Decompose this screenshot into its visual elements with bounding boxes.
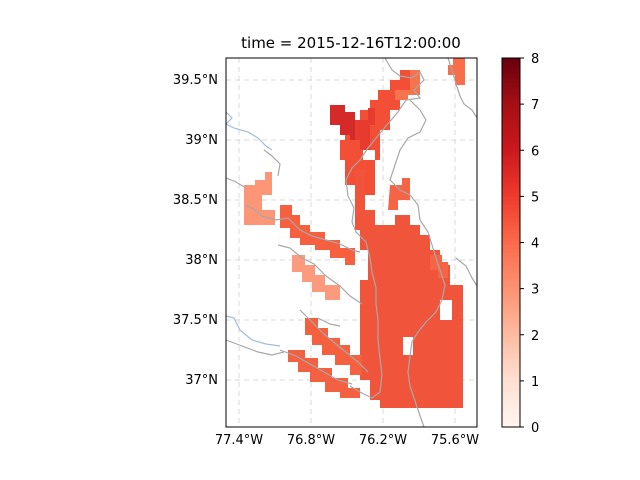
choptank-field [388, 178, 410, 210]
colorbar-tick-label: 4 [531, 237, 539, 252]
colorbar-tick-label: 2 [531, 329, 539, 344]
y-tick-label: 38.5°N [173, 193, 218, 208]
bay-main-field [355, 170, 463, 408]
colorbar: 0 1 2 3 4 5 6 7 8 [501, 52, 539, 436]
land-gap-3 [375, 180, 385, 195]
york-field [305, 318, 362, 375]
land-gap-2 [363, 150, 375, 160]
upper-bay-mid [355, 108, 375, 150]
map-axes: 77.4°W 76.8°W 76.2°W 75.6°W 39.5°N 39°N … [173, 57, 479, 448]
patuxent-field [244, 172, 275, 225]
land-gap-4 [440, 300, 452, 320]
colorbar-tick-label: 5 [531, 190, 539, 205]
x-tick-label: 76.2°W [359, 433, 407, 448]
colorbar-tick-label: 3 [531, 283, 539, 298]
coastlines [225, 57, 478, 428]
rivers [224, 111, 281, 347]
colorbar-tick-label: 6 [531, 144, 539, 159]
colorbar-tick-label: 1 [531, 375, 539, 390]
susquehanna-field [448, 58, 465, 85]
y-tick-label: 37.5°N [173, 313, 218, 328]
y-tick-label: 38°N [185, 253, 218, 268]
y-tick-labels: 39.5°N 39°N 38.5°N 38°N 37.5°N 37°N [173, 73, 218, 388]
colorbar-ticks: 0 1 2 3 4 5 6 7 8 [520, 52, 539, 436]
y-tick-label: 37°N [185, 373, 218, 388]
x-tick-labels: 77.4°W 76.8°W 76.2°W 75.6°W [215, 433, 479, 448]
y-tick-label: 39°N [185, 133, 218, 148]
y-tick-label: 39.5°N [173, 73, 218, 88]
bay-central-field [340, 70, 410, 195]
colorbar-tick-label: 8 [531, 52, 539, 67]
x-tick-label: 75.6°W [431, 433, 479, 448]
colorbar-gradient [501, 57, 521, 428]
map-frame [225, 57, 478, 428]
upper-bay-high [330, 105, 362, 140]
potomac-field [280, 205, 355, 265]
concentration-field [244, 58, 465, 408]
map-title: time = 2015-12-16T12:00:00 [241, 34, 461, 52]
elk-river-field [395, 70, 420, 100]
colorbar-tick-label: 7 [531, 98, 539, 113]
x-tick-label: 76.8°W [287, 433, 335, 448]
colorbar-tick-label: 0 [531, 421, 539, 436]
rappahannock-field [292, 255, 340, 300]
x-tick-label: 77.4°W [215, 433, 263, 448]
